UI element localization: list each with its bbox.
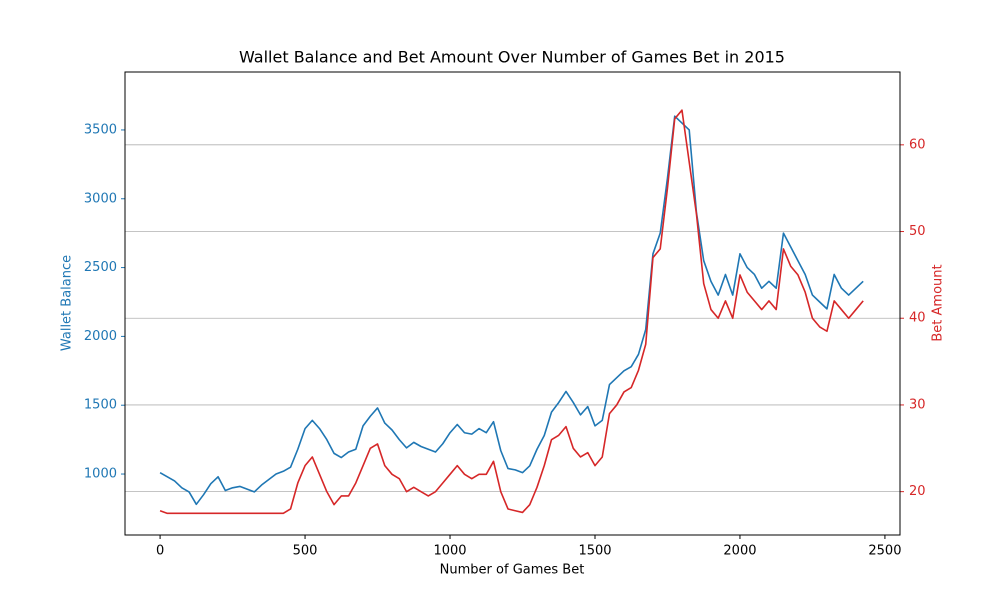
x-tick-label: 2000 bbox=[723, 544, 756, 559]
y-tick-label: 3000 bbox=[84, 191, 117, 206]
y2-axis-label: Bet Amount bbox=[931, 264, 946, 341]
y-tick-label: 2500 bbox=[84, 260, 117, 275]
y-tick-label: 1000 bbox=[84, 467, 117, 482]
x-tick-label: 1000 bbox=[433, 544, 466, 559]
y-tick-label: 1500 bbox=[84, 398, 117, 413]
chart-title: Wallet Balance and Bet Amount Over Numbe… bbox=[239, 48, 785, 67]
y-tick-label: 2000 bbox=[84, 329, 117, 344]
x-tick-label: 500 bbox=[293, 544, 318, 559]
y2-tick-label: 30 bbox=[909, 397, 926, 412]
y2-tick-label: 40 bbox=[909, 311, 926, 326]
y-axis-label: Wallet Balance bbox=[60, 255, 75, 351]
x-tick-label: 2500 bbox=[868, 544, 901, 559]
x-tick-label: 0 bbox=[156, 544, 164, 559]
y2-tick-label: 50 bbox=[909, 224, 926, 239]
x-tick-label: 1500 bbox=[578, 544, 611, 559]
plot-frame bbox=[124, 71, 901, 536]
y2-tick-label: 20 bbox=[909, 484, 926, 499]
y-tick-label: 3500 bbox=[84, 122, 117, 137]
y2-tick-label: 60 bbox=[909, 137, 926, 152]
series-line bbox=[159, 115, 864, 506]
x-axis-label: Number of Games Bet bbox=[440, 563, 585, 578]
series-line bbox=[159, 109, 864, 515]
